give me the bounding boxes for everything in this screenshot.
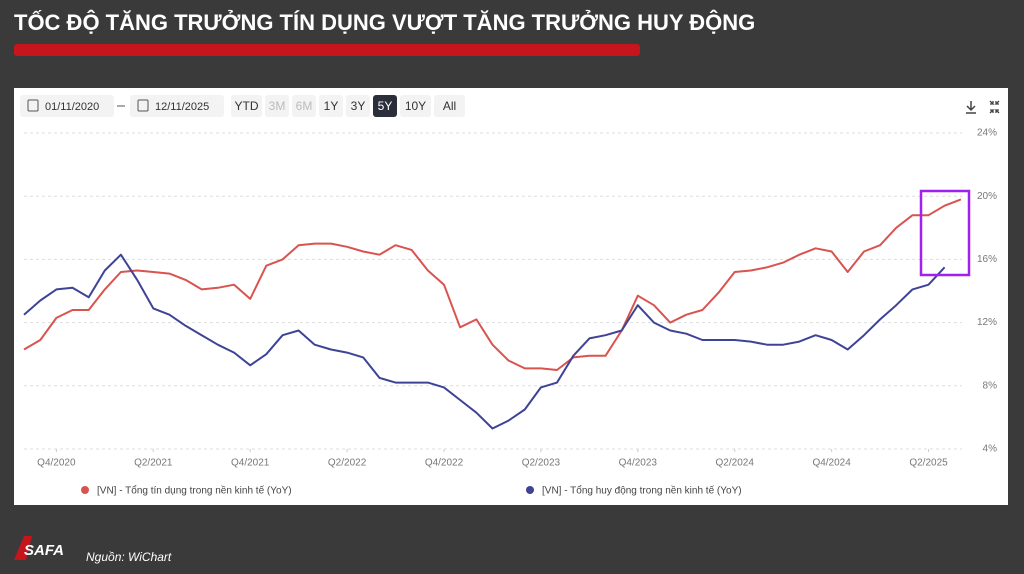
- range-button[interactable]: [319, 95, 343, 117]
- range-button[interactable]: [400, 95, 431, 117]
- end-date: 12/11/2025: [155, 101, 209, 113]
- range-label: 5Y: [378, 99, 393, 113]
- slide-title: TỐC ĐỘ TĂNG TRƯỞNG TÍN DỤNG VƯỢT TĂNG TR…: [14, 9, 755, 35]
- range-button[interactable]: [231, 95, 262, 117]
- download-icon: [966, 101, 976, 114]
- range-label: 1Y: [324, 99, 339, 113]
- logo-mark: [14, 536, 32, 560]
- range-label: 10Y: [405, 99, 426, 113]
- legend-swatch: [526, 486, 534, 494]
- x-tick-label: Q2/2021: [134, 458, 173, 469]
- x-tick-label: Q2/2023: [522, 458, 561, 469]
- range-label: 3M: [269, 99, 286, 113]
- calendar-icon: [137, 99, 149, 112]
- x-tick-label: Q4/2022: [425, 458, 464, 469]
- series-line: [23, 253, 946, 430]
- range-button[interactable]: [292, 95, 316, 117]
- range-label: 6M: [296, 99, 313, 113]
- x-tick-label: Q2/2024: [716, 458, 755, 469]
- range-label: YTD: [235, 99, 259, 113]
- y-tick-label: 20%: [977, 191, 997, 202]
- x-tick-label: Q4/2023: [619, 458, 658, 469]
- y-tick-label: 4%: [983, 444, 998, 455]
- y-tick-label: 8%: [983, 380, 998, 391]
- legend-label[interactable]: [VN] - Tổng tín dụng trong nền kinh tế (…: [97, 485, 292, 497]
- legend-swatch: [81, 486, 89, 494]
- y-tick-label: 24%: [977, 128, 997, 139]
- footer: SAFA Nguồn: WiChart: [14, 536, 172, 564]
- fullscreen-icon: [989, 100, 1000, 114]
- end-date-input[interactable]: [130, 95, 224, 117]
- range-button[interactable]: [265, 95, 289, 117]
- source: Nguồn: WiChart: [86, 550, 172, 564]
- start-date: 01/11/2020: [45, 101, 99, 113]
- date-range: 01/11/2020 12/11/2025: [20, 95, 224, 117]
- download-button[interactable]: [966, 101, 976, 114]
- calendar-icon: [27, 99, 39, 112]
- x-tick-label: Q4/2020: [37, 458, 76, 469]
- range-button[interactable]: [346, 95, 370, 117]
- fullscreen-button[interactable]: [989, 100, 1000, 114]
- range-buttons: YTD 3M 6M 1Y 3Y 5Y 10Y All: [231, 95, 465, 117]
- highlight-box: [919, 189, 971, 277]
- logo-text: SAFA: [24, 542, 64, 559]
- x-tick-label: Q4/2024: [812, 458, 851, 469]
- chart-panel: [14, 88, 1008, 505]
- x-tick-label: Q2/2025: [909, 458, 948, 469]
- title-underline: [14, 44, 640, 56]
- x-tick-label: Q4/2021: [231, 458, 270, 469]
- series-line: [23, 198, 962, 371]
- range-button[interactable]: [373, 95, 397, 117]
- y-tick-label: 16%: [977, 254, 997, 265]
- range-button[interactable]: [434, 95, 465, 117]
- y-tick-label: 12%: [977, 317, 997, 328]
- x-tick-label: Q2/2022: [328, 458, 367, 469]
- range-label: 3Y: [351, 99, 366, 113]
- plot: 4% 8% 12% 16% 20% 24% Q4/2020 Q2/2021 Q4/2021 Q2/…: [23, 128, 998, 497]
- range-label: All: [443, 99, 456, 113]
- start-date-input[interactable]: [20, 95, 114, 117]
- legend-label[interactable]: [VN] - Tổng huy động trong nền kinh tế (…: [542, 485, 742, 497]
